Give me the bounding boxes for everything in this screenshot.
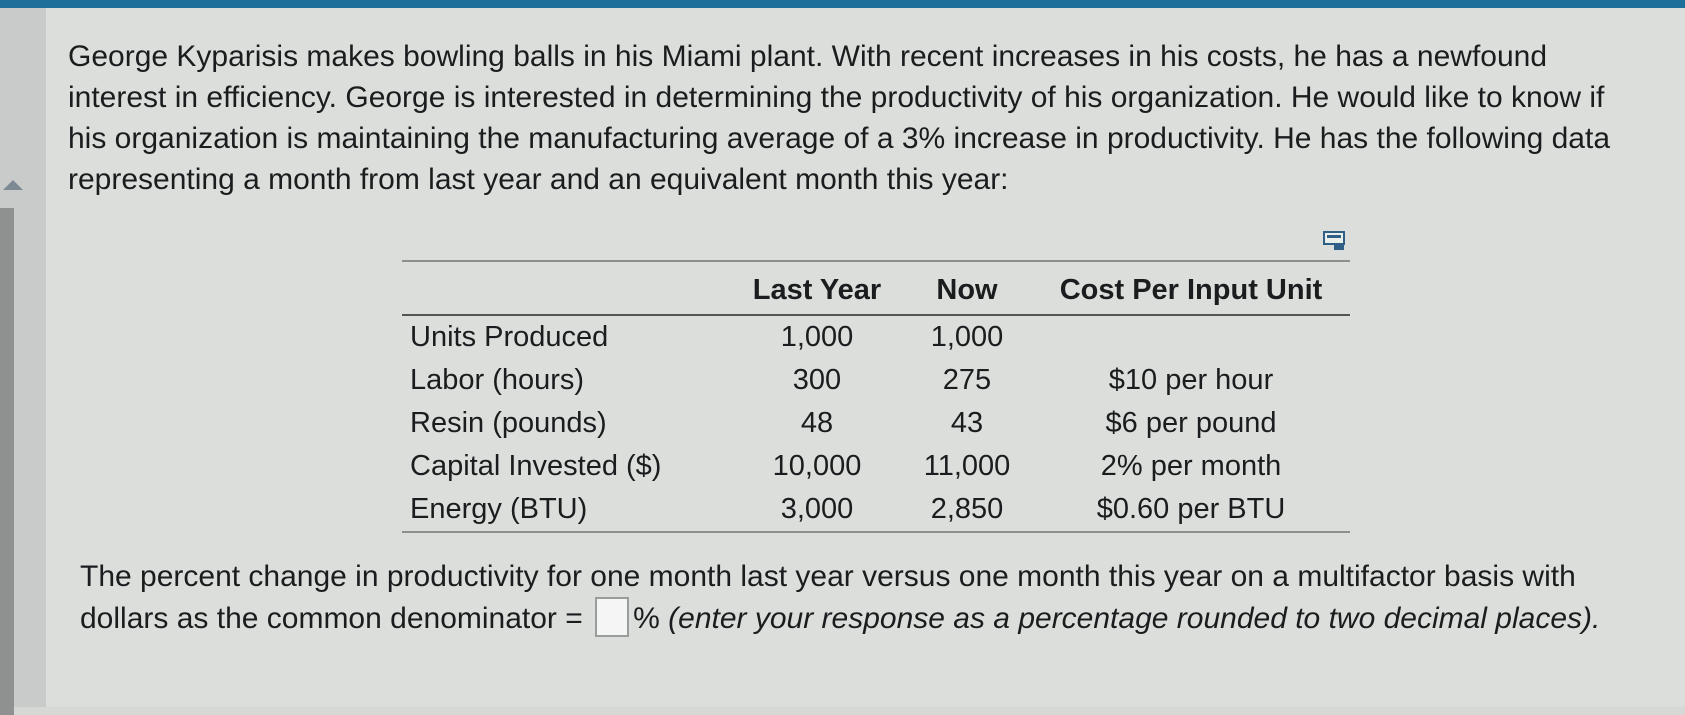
table-header-row: Last Year Now Cost Per Input Unit bbox=[402, 260, 1350, 316]
cost-value bbox=[1032, 315, 1350, 359]
answer-instruction: (enter your response as a percentage rou… bbox=[668, 602, 1601, 635]
last-year-value: 1,000 bbox=[780, 321, 854, 353]
row-label: Units Produced bbox=[410, 321, 609, 353]
problem-statement: George Kyparisis makes bowling balls in … bbox=[68, 40, 1610, 196]
question-text: The percent change in productivity for o… bbox=[80, 556, 1660, 639]
last-year-value: 10,000 bbox=[772, 450, 862, 482]
header-now: Now bbox=[902, 260, 1032, 316]
last-year-value: 3,000 bbox=[732, 488, 902, 533]
now-value: 11,000 bbox=[923, 450, 1011, 482]
now-value: 275 bbox=[942, 364, 992, 396]
row-label: Resin (pounds) bbox=[410, 407, 607, 439]
table-row: Energy (BTU) 3,000 2,850 $0.60 per BTU bbox=[402, 488, 1350, 533]
table-row: Units Produced 1,000 1,000 bbox=[402, 315, 1350, 359]
cost-value: $10 per hour bbox=[1108, 364, 1274, 396]
header-blank bbox=[402, 260, 732, 316]
row-label: Energy (BTU) bbox=[402, 488, 732, 533]
row-label: Labor (hours) bbox=[410, 364, 585, 396]
question-stem: The percent change in productivity for o… bbox=[80, 560, 1576, 635]
top-accent-bar bbox=[0, 0, 1685, 8]
row-label: Capital Invested ($) bbox=[410, 450, 662, 482]
last-year-value: 300 bbox=[792, 364, 842, 396]
now-value: 43 bbox=[950, 407, 984, 439]
popout-icon[interactable] bbox=[1322, 230, 1348, 252]
cost-value: 2% per month bbox=[1100, 450, 1282, 482]
table-row: Capital Invested ($) 10,000 11,000 2% pe… bbox=[402, 445, 1350, 488]
left-sidebar-rail bbox=[0, 8, 46, 715]
table-row: Resin (pounds) 48 43 $6 per pound bbox=[402, 402, 1350, 445]
table-row: Labor (hours) 300 275 $10 per hour bbox=[402, 359, 1350, 402]
header-cost-per-input-unit: Cost Per Input Unit bbox=[1032, 260, 1350, 316]
now-value: 2,850 bbox=[902, 488, 1032, 533]
cost-value: $0.60 per BTU bbox=[1032, 488, 1350, 533]
productivity-data-table: Last Year Now Cost Per Input Unit Units … bbox=[402, 260, 1350, 533]
header-last-year: Last Year bbox=[732, 260, 902, 316]
now-value: 1,000 bbox=[930, 321, 1004, 353]
sidebar-scroll-track[interactable] bbox=[0, 208, 14, 715]
last-year-value: 48 bbox=[800, 407, 834, 439]
collapse-arrow-icon[interactable] bbox=[3, 180, 23, 190]
percent-answer-input[interactable] bbox=[595, 597, 630, 637]
question-panel: George Kyparisis makes bowling balls in … bbox=[46, 8, 1685, 707]
percent-unit: % bbox=[633, 602, 660, 635]
cost-value: $6 per pound bbox=[1105, 407, 1277, 439]
